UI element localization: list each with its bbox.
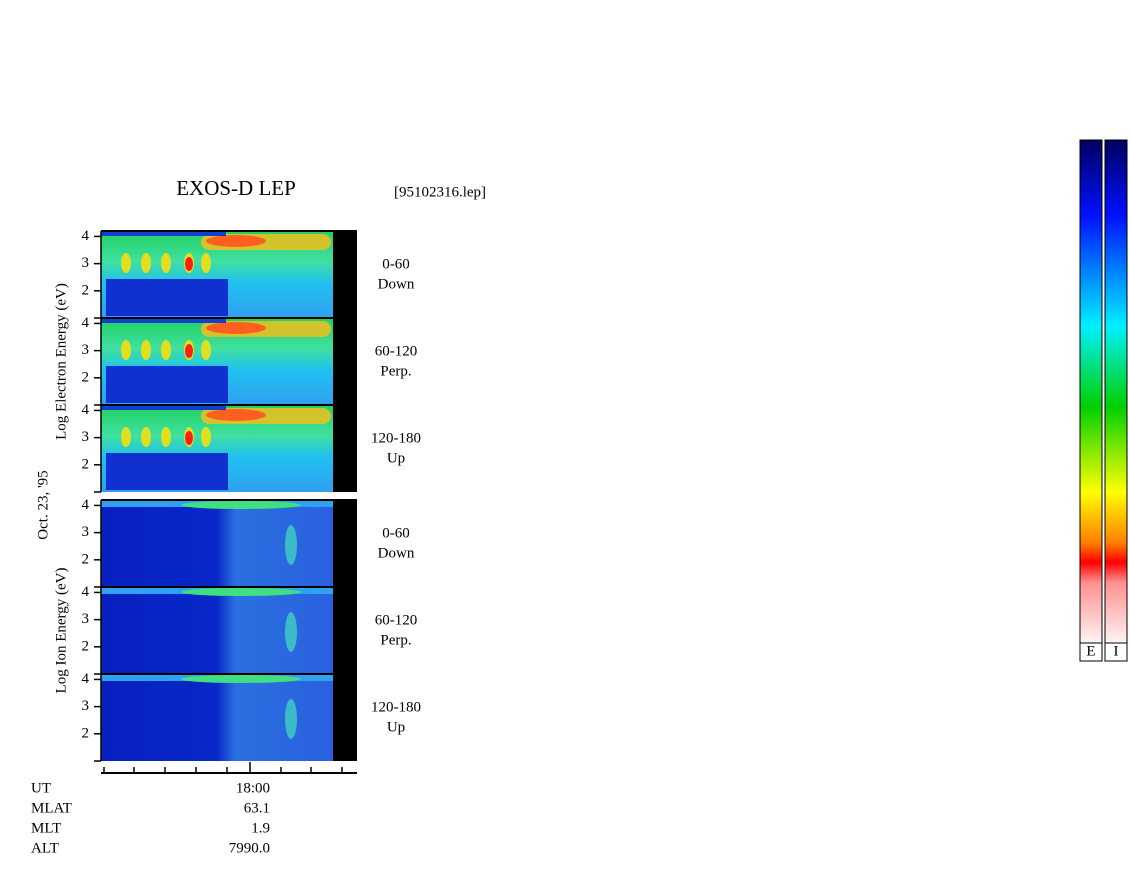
spectrogram-blob (141, 253, 151, 273)
spectrogram-hot (206, 409, 266, 421)
spectrogram-blob (141, 340, 151, 360)
y-tick-label: 3 (82, 255, 90, 271)
spectrogram-streak (285, 699, 297, 739)
spectrogram-blob (161, 427, 171, 447)
date: Oct. 23, '95 (35, 470, 51, 539)
spectrogram-blob (121, 427, 131, 447)
data-gap (333, 587, 357, 674)
y-tick-label: 4 (82, 497, 90, 513)
y-tick-label: 2 (82, 369, 90, 385)
data-gap (333, 231, 357, 318)
spectrogram-blob (201, 253, 211, 273)
y-tick-label: 2 (82, 725, 90, 741)
spectrogram-blob (141, 427, 151, 447)
angle-label: 60-120 (375, 343, 418, 359)
y-tick-label: 4 (82, 584, 90, 600)
row-name: MLT (31, 820, 61, 836)
data-gap (333, 674, 357, 761)
data-gap (333, 500, 357, 587)
spectrogram-blob (201, 340, 211, 360)
angle-label: 120-180 (371, 430, 421, 446)
spectrogram-blob (161, 253, 171, 273)
row-value: 63.1 (244, 800, 270, 816)
spectrogram-blob (121, 340, 131, 360)
y-tick-label: 4 (82, 402, 90, 418)
spectrogram-band (181, 501, 301, 509)
row-name: ALT (31, 840, 59, 856)
row-value: 1.9 (251, 820, 270, 836)
spectrogram-top (101, 405, 226, 410)
y-tick-label: 4 (82, 315, 90, 331)
color-bar-label-box (1079, 642, 1103, 662)
row-name: UT (31, 780, 51, 796)
y-tick-label: 3 (82, 429, 90, 445)
spectrogram (101, 500, 333, 587)
row-name: MLAT (31, 800, 72, 816)
spectrogram-top (101, 318, 226, 323)
color-bar (1079, 139, 1103, 644)
spectrogram-low (106, 366, 228, 403)
direction-label: Down (378, 545, 415, 561)
spectrogram-top (101, 231, 226, 236)
spectrogram-peak (185, 257, 193, 271)
spectrogram-blob (161, 340, 171, 360)
data-gap (333, 405, 357, 492)
spectrogram-band (181, 588, 301, 596)
angle-label: 120-180 (371, 699, 421, 715)
spectrogram-low (106, 453, 228, 490)
spectrogram-peak (185, 344, 193, 358)
y-tick-label: 2 (82, 551, 90, 567)
color-bar-label-box (1104, 642, 1128, 662)
y-tick-label: 2 (82, 638, 90, 654)
row-value: 18:00 (236, 780, 270, 796)
y-axis-label: Log Ion Energy (eV) (53, 568, 69, 694)
spectrogram-band (181, 675, 301, 683)
spectrogram-blob (201, 427, 211, 447)
y-tick-label: 4 (82, 228, 90, 244)
y-tick-label: 2 (82, 282, 90, 298)
direction-label: Up (387, 719, 405, 735)
data-gap (333, 318, 357, 405)
title: EXOS-D LEP (176, 176, 296, 200)
spectrogram-streak (285, 525, 297, 565)
spectrogram-low (106, 279, 228, 316)
spectrogram-hot (206, 322, 266, 334)
direction-label: Up (387, 450, 405, 466)
y-tick-label: 4 (82, 671, 90, 687)
spectrogram (101, 674, 333, 761)
spectrogram-hot (206, 235, 266, 247)
spectrogram-streak (285, 612, 297, 652)
angle-label: 0-60 (382, 525, 410, 541)
y-tick-label: 3 (82, 698, 90, 714)
y-tick-label: 3 (82, 342, 90, 358)
direction-label: Down (378, 276, 415, 292)
file-name: [95102316.lep] (394, 184, 486, 200)
y-tick-label: 3 (82, 524, 90, 540)
direction-label: Perp. (380, 363, 411, 379)
row-value: 7990.0 (229, 840, 270, 856)
color-bar-label: I (1114, 643, 1119, 659)
y-tick-label: 2 (82, 456, 90, 472)
color-bar (1104, 139, 1128, 644)
y-tick-label: 3 (82, 611, 90, 627)
direction-label: Perp. (380, 632, 411, 648)
angle-label: 60-120 (375, 612, 418, 628)
y-axis-label: Log Electron Energy (eV) (53, 283, 69, 440)
spectrogram (101, 587, 333, 674)
angle-label: 0-60 (382, 256, 410, 272)
color-bar-label: E (1086, 643, 1095, 659)
spectrogram-peak (185, 431, 193, 445)
spectrogram-blob (121, 253, 131, 273)
